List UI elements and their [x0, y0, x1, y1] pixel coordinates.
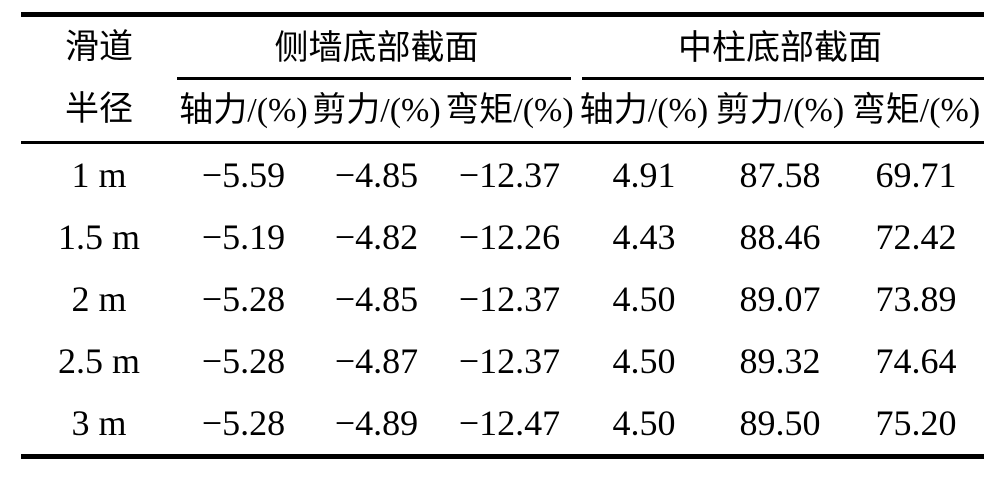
value-cell: 4.50 [612, 279, 676, 319]
subheader-axial-force-left: 轴力/(%) [177, 80, 310, 144]
value-cell: 4.91 [612, 155, 676, 195]
radius-cell: 2 m [71, 279, 127, 319]
value-cell: 75.20 [875, 403, 957, 443]
subheader-bending-moment-right: 弯矩/(%) [848, 80, 984, 144]
value-cell: −12.37 [458, 341, 561, 381]
radius-label-line2: 半径 [65, 91, 133, 128]
group-header-centercolumn-section: 中柱底部截面 [576, 15, 984, 81]
value-cell: −4.87 [334, 341, 419, 381]
value-cell: −12.26 [458, 217, 561, 257]
value-cell: −4.82 [334, 217, 419, 257]
subheader-bending-moment-left: 弯矩/(%) [443, 80, 576, 144]
value-cell: 89.32 [739, 341, 821, 381]
value-cell: 4.50 [612, 341, 676, 381]
value-cell: 88.46 [739, 217, 821, 257]
subheader-axial-force-right: 轴力/(%) [576, 80, 712, 144]
header-row-groups: 滑道 半径 侧墙底部截面 中柱底部截面 [21, 14, 984, 144]
value-cell: −12.37 [458, 155, 561, 195]
value-cell: 89.50 [739, 403, 821, 443]
radius-cell: 1.5 m [57, 217, 140, 257]
table-row: 1.5 m −5.19 −4.82 −12.26 4.43 88.46 72.4… [21, 206, 984, 268]
value-cell: −4.85 [334, 279, 419, 319]
row-header-radius: 滑道 半径 [21, 14, 177, 144]
header-row-measures: 轴力/(%) 剪力/(%) 弯矩/(%) 轴力/(%) 剪力/(%) 弯矩/(%… [21, 80, 984, 144]
results-table: 滑道 半径 侧墙底部截面 中柱底部截面 轴力/(%) 剪力/(%) 弯矩/(%)… [21, 12, 984, 459]
table-row: 3 m −5.28 −4.89 −12.47 4.50 89.50 75.20 [21, 392, 984, 457]
group-header-sidewall-section: 侧墙底部截面 [177, 15, 576, 81]
subheader-shear-force-left: 剪力/(%) [310, 80, 443, 144]
value-cell: 89.07 [739, 279, 821, 319]
value-cell: −5.28 [201, 279, 286, 319]
value-cell: 74.64 [875, 341, 957, 381]
document-page: 滑道 半径 侧墙底部截面 中柱底部截面 轴力/(%) 剪力/(%) 弯矩/(%)… [0, 12, 1005, 489]
table-row: 2 m −5.28 −4.85 −12.37 4.50 89.07 73.89 [21, 268, 984, 330]
value-cell: −5.28 [201, 341, 286, 381]
value-cell: 69.71 [875, 155, 957, 195]
subheader-shear-force-right: 剪力/(%) [712, 80, 848, 144]
value-cell: −12.47 [458, 403, 561, 443]
value-cell: 72.42 [875, 217, 957, 257]
table-row: 1 m −5.59 −4.85 −12.37 4.91 87.58 69.71 [21, 143, 984, 207]
radius-cell: 3 m [71, 403, 127, 443]
value-cell: −5.28 [201, 403, 286, 443]
value-cell: 4.50 [612, 403, 676, 443]
value-cell: −5.19 [201, 217, 286, 257]
value-cell: −12.37 [458, 279, 561, 319]
value-cell: 73.89 [875, 279, 957, 319]
table-row: 2.5 m −5.28 −4.87 −12.37 4.50 89.32 74.6… [21, 330, 984, 392]
radius-cell: 1 m [71, 155, 127, 195]
value-cell: 87.58 [739, 155, 821, 195]
value-cell: −5.59 [201, 155, 286, 195]
value-cell: 4.43 [612, 217, 676, 257]
radius-cell: 2.5 m [57, 341, 140, 381]
radius-label-line1: 滑道 [65, 29, 133, 66]
value-cell: −4.85 [334, 155, 419, 195]
value-cell: −4.89 [334, 403, 419, 443]
